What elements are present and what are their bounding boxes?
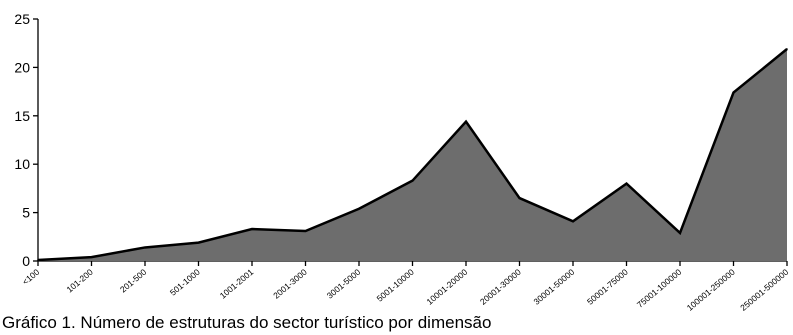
x-tick-label: 100001-250000 [685,267,737,313]
area-series [37,48,788,262]
x-tick-label: 250001-500000 [738,267,790,313]
data-point [518,197,521,199]
x-tick-label: 50001-75000 [585,267,630,307]
x-tick-label: 1001-2001 [218,267,256,301]
y-tick-label: 10 [14,156,30,172]
x-tick-label: 5001-10000 [375,267,416,304]
x-tick-label: 20001-30000 [478,267,523,307]
x-tick-label: 201-500 [118,267,149,295]
x-tick-label: 501-1000 [168,267,202,298]
x-tick-label: 75001-100000 [635,267,684,310]
data-point [679,232,681,234]
data-point [37,259,39,261]
data-point [90,256,93,258]
x-tick-label: <100 [20,267,41,287]
x-tick-label: 3001-5000 [325,267,363,301]
x-tick-label: 30001-50000 [531,267,576,307]
x-tick-label: 10001-20000 [424,267,469,307]
y-tick-label: 25 [14,11,30,27]
x-tick-label: 101-200 [64,267,95,295]
x-tick-label: 2001-3000 [271,267,309,301]
figure-caption: Gráfico 1. Número de estruturas do secto… [2,313,492,332]
y-tick-label: 5 [22,205,30,221]
y-tick-label: 20 [14,59,30,75]
data-point [411,179,414,182]
x-axis: <100 101-200 201-500 501-1000 1001-2001 2001-… [20,260,790,313]
data-point [144,246,146,249]
data-point [304,230,307,232]
data-point [358,207,360,210]
data-point [786,48,788,50]
y-tick-label: 0 [22,253,30,269]
data-point [625,182,628,185]
data-point [197,241,200,244]
y-axis: 0 5 10 15 20 25 [14,11,39,269]
area-fill [38,49,787,262]
data-point [465,120,467,123]
y-tick-label: 15 [14,108,30,124]
data-point [251,228,253,230]
data-point [732,91,735,94]
data-point [572,220,574,223]
